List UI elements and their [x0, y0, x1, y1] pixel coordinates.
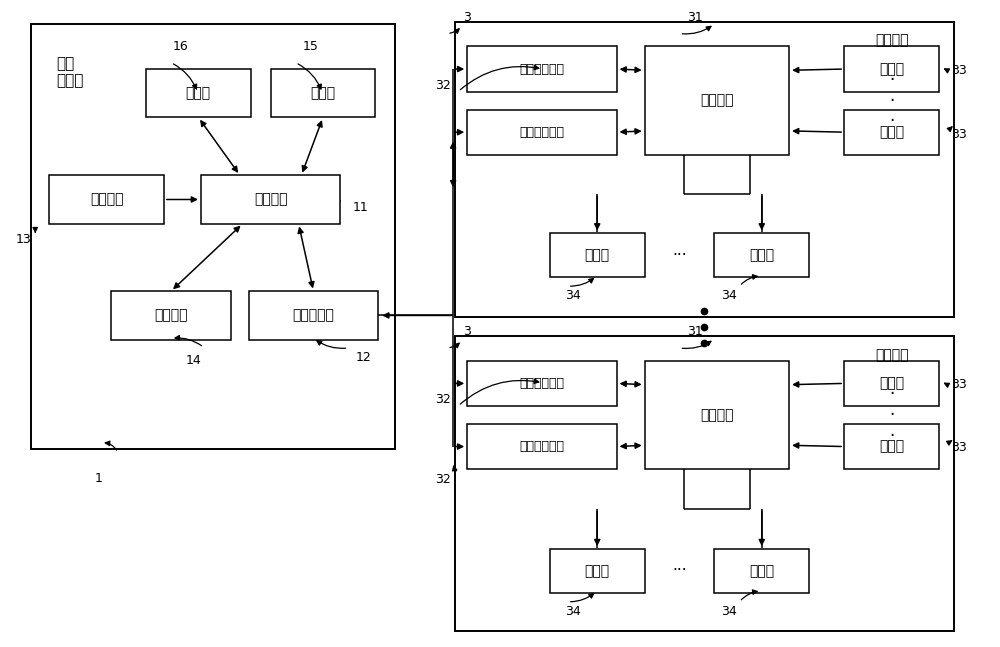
Text: ···: ···: [672, 248, 687, 263]
Text: 控制装置: 控制装置: [875, 34, 909, 48]
Text: 输入装置: 输入装置: [90, 193, 123, 206]
Text: 31: 31: [687, 11, 702, 24]
Text: 11: 11: [353, 201, 368, 214]
Bar: [714, 234, 809, 277]
Text: 1: 1: [94, 472, 102, 485]
Bar: [49, 175, 164, 224]
Text: 微处理器: 微处理器: [254, 193, 287, 206]
Text: 控制装置: 控制装置: [875, 348, 909, 362]
Text: 系统
服务器: 系统 服务器: [56, 56, 84, 89]
Bar: [844, 109, 939, 155]
Bar: [271, 69, 375, 117]
Text: 通讯连接端口: 通讯连接端口: [519, 63, 564, 76]
Text: 通讯连接器: 通讯连接器: [293, 309, 334, 322]
Bar: [467, 109, 617, 155]
Text: 12: 12: [356, 351, 371, 364]
Bar: [249, 291, 378, 340]
Text: 33: 33: [951, 378, 967, 391]
Bar: [467, 424, 617, 469]
Bar: [31, 24, 395, 449]
Text: 34: 34: [721, 289, 737, 302]
Text: 31: 31: [687, 325, 702, 338]
Text: 指示器: 指示器: [749, 564, 774, 578]
Text: 33: 33: [951, 128, 967, 141]
Text: 3: 3: [463, 325, 471, 338]
Text: 34: 34: [721, 605, 737, 618]
Text: 显示器: 显示器: [310, 86, 336, 100]
Text: 33: 33: [951, 441, 967, 454]
Text: 指示器: 指示器: [585, 564, 610, 578]
Bar: [111, 291, 231, 340]
Text: 34: 34: [565, 289, 581, 302]
Text: 警示器: 警示器: [186, 86, 211, 100]
Text: 侦测器: 侦测器: [879, 439, 904, 454]
Bar: [146, 69, 251, 117]
Bar: [844, 47, 939, 92]
Text: 13: 13: [15, 234, 31, 247]
Text: 16: 16: [173, 40, 189, 53]
Bar: [455, 336, 954, 631]
Bar: [455, 22, 954, 317]
Bar: [645, 47, 789, 155]
Text: 通讯连接端口: 通讯连接端口: [519, 377, 564, 390]
Text: 微处理器: 微处理器: [700, 408, 734, 422]
Text: 通讯连接端口: 通讯连接端口: [519, 126, 564, 138]
Bar: [844, 361, 939, 406]
Text: 14: 14: [186, 354, 202, 367]
Text: 侦测器: 侦测器: [879, 62, 904, 76]
Bar: [201, 175, 340, 224]
Text: 3: 3: [463, 11, 471, 24]
Bar: [550, 549, 645, 593]
Bar: [467, 47, 617, 92]
Bar: [467, 361, 617, 406]
Text: 储存装置: 储存装置: [154, 309, 188, 322]
Text: 15: 15: [303, 40, 318, 53]
Text: 34: 34: [565, 605, 581, 618]
Bar: [714, 549, 809, 593]
Bar: [844, 424, 939, 469]
Text: 微处理器: 微处理器: [700, 94, 734, 107]
Bar: [550, 234, 645, 277]
Text: 指示器: 指示器: [749, 248, 774, 262]
Text: 通讯连接端口: 通讯连接端口: [519, 440, 564, 453]
Text: 32: 32: [435, 393, 451, 406]
Text: 32: 32: [435, 79, 451, 92]
Text: ···: ···: [672, 564, 687, 578]
Text: 侦测器: 侦测器: [879, 377, 904, 390]
Text: 指示器: 指示器: [585, 248, 610, 262]
Text: ·
·
·: · · ·: [889, 385, 894, 444]
Text: 32: 32: [435, 473, 451, 486]
Text: 侦测器: 侦测器: [879, 125, 904, 139]
Text: ·
·
·: · · ·: [889, 71, 894, 131]
Bar: [645, 361, 789, 469]
Text: 33: 33: [951, 64, 967, 77]
